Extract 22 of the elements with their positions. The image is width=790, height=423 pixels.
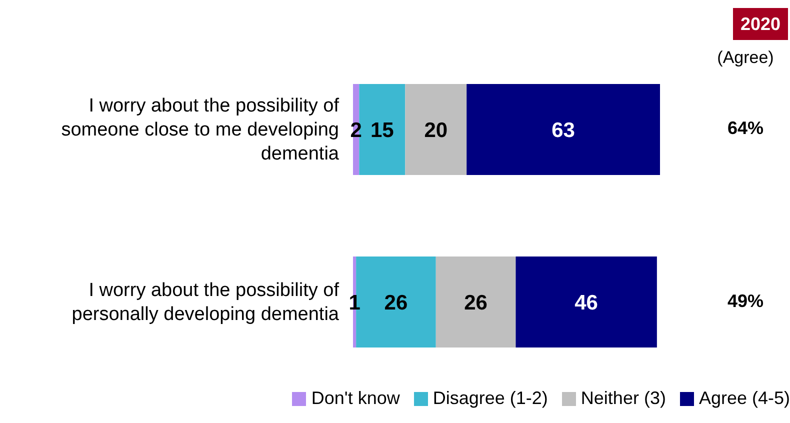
bar (436, 256, 516, 348)
legend-label: Disagree (1-2) (432, 388, 548, 409)
bar (466, 84, 660, 175)
text: (Agree) (716, 48, 775, 68)
data-label: 1 (348, 291, 361, 314)
text: 64% (726, 118, 765, 140)
data-label: 26 (464, 291, 488, 314)
text: 49% (726, 290, 765, 312)
legend-label: Neither (3) (580, 388, 666, 409)
text: 2020 (733, 8, 788, 40)
legend-label: Don't know (310, 388, 400, 409)
bar (405, 84, 467, 175)
data-label: 46 (574, 291, 598, 314)
data-label: 2 (350, 118, 362, 142)
y-tick-label: I worry about the possibility of someone close to me developing dementia (61, 94, 340, 164)
data-label: 26 (384, 291, 408, 314)
legend-label: Agree (4-5) (698, 388, 790, 409)
bar (516, 256, 657, 348)
y-tick-label: I worry about the possibility of personally developing dementia (72, 279, 340, 324)
data-label: 63 (552, 118, 575, 142)
data-label: 15 (370, 118, 394, 142)
data-label: 20 (424, 118, 448, 142)
